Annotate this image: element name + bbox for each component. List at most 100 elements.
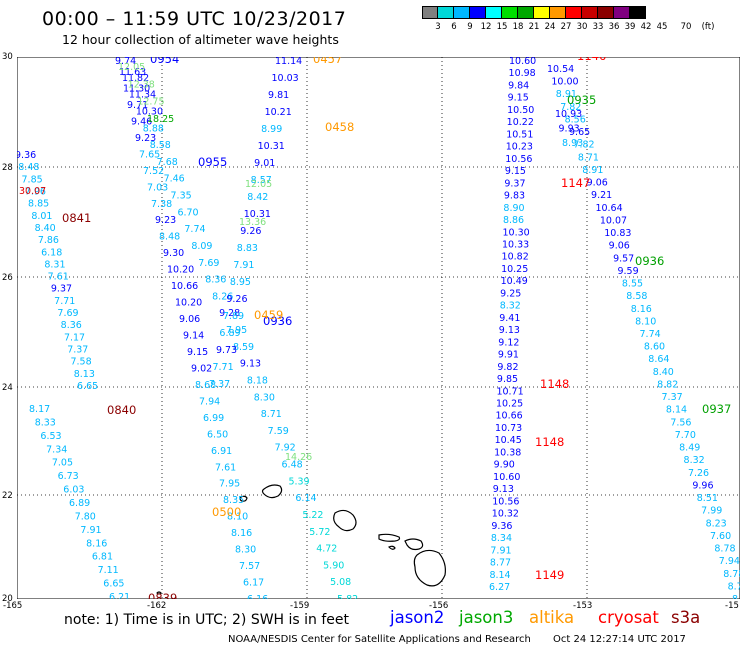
wave-height-value: 10.73 — [495, 423, 522, 434]
wave-height-value: 8.40 — [35, 223, 56, 234]
wave-height-value: 9.15 — [187, 347, 208, 358]
wave-height-value: 7.89 — [223, 311, 244, 322]
pass-time-label: 0841 — [62, 211, 91, 225]
wave-height-value: 10.98 — [509, 68, 536, 79]
wave-height-value: 8.86 — [503, 215, 524, 226]
wave-height-value: 7.17 — [64, 332, 85, 343]
wave-height-value: 5.72 — [309, 527, 330, 538]
island-outline — [156, 591, 162, 595]
wave-height-value: 11.30 — [123, 83, 150, 94]
island-outline — [378, 533, 401, 542]
legend-swatch — [550, 6, 566, 19]
map-canvas: 9.74 11.82 11.34 10.30 8.88 8.58 7.68 7.46 7.35 6… — [17, 57, 740, 599]
longitude-label: -156 — [429, 601, 449, 611]
legend-label: 30 — [576, 22, 588, 32]
altimeter-tracks: 9.74 11.82 11.34 10.30 8.88 8.58 7.68 7.46 7.35 6… — [17, 57, 740, 599]
wave-height-value: 7.65 — [139, 149, 160, 160]
wave-height-value: 8.71 — [578, 152, 599, 163]
legend-label: 3 — [435, 22, 441, 32]
wave-height-value: 6.89 — [219, 328, 240, 339]
island-outline — [261, 484, 283, 499]
wave-height-value: 7.59 — [268, 426, 289, 437]
wave-height-value: 10.51 — [506, 129, 533, 140]
pass-time-label: 0936 — [263, 314, 292, 328]
wave-height-value: 7.52 — [143, 166, 164, 177]
wave-height-value: 7.03 — [147, 182, 168, 193]
wave-height-value: 7.96 — [25, 186, 46, 197]
wave-height-value: 10.93 — [555, 109, 582, 120]
wave-height-value: 9.01 — [254, 158, 275, 169]
island-outline — [333, 509, 357, 532]
wave-height-value: 18.25 — [147, 114, 174, 125]
latitude-label: 26 — [2, 273, 13, 283]
wave-height-value: 7.94 — [199, 396, 220, 407]
pass-time-label: 0937 — [702, 402, 731, 416]
legend-swatch — [534, 6, 550, 19]
longitude-label: -153 — [573, 601, 593, 611]
wave-height-value: 5.39 — [288, 476, 309, 487]
wave-height-value: 10.30 — [136, 106, 163, 117]
wave-height-value: 8.88 — [143, 123, 164, 134]
lat-lon-grid — [17, 57, 740, 599]
wave-height-value: 8.14 — [489, 570, 510, 581]
wave-height-value: 9.06 — [587, 178, 608, 189]
wave-height-value: 10.49 — [501, 276, 528, 287]
wave-height-value: 7.37 — [67, 345, 88, 356]
wave-height-value: 6.70 — [177, 207, 198, 218]
wave-height-value: 7.57 — [239, 561, 260, 572]
pass-time-label: 0954 — [150, 57, 179, 66]
wave-height-value: 9.91 — [498, 350, 519, 361]
pass-time-label: 1148 — [540, 377, 569, 391]
wave-height-value: 9.14 — [183, 331, 204, 342]
wave-height-value: 7.85 — [22, 174, 43, 185]
wave-height-value: 8.30 — [254, 392, 275, 403]
wave-height-value: 6.99 — [203, 413, 224, 424]
wave-height-value: 10.03 — [272, 73, 299, 84]
wave-height-value: 8.09 — [191, 241, 212, 252]
wave-height-value: 6.81 — [92, 552, 113, 563]
wave-height-value: 9.41 — [499, 313, 520, 324]
wave-height-value: 12.75 — [137, 97, 164, 108]
map-frame — [17, 57, 740, 599]
legend-label: 42 — [640, 22, 652, 32]
wave-height-value: 10.66 — [171, 281, 198, 292]
wave-height-value: 7.05 — [52, 458, 73, 469]
wave-height-value: 9.57 — [613, 253, 634, 264]
wave-height-value: 10.60 — [509, 57, 536, 67]
pass-time-label: 0459 — [254, 308, 283, 322]
wave-height-value: 9.02 — [191, 363, 212, 374]
island-outline — [387, 545, 396, 550]
wave-height-value: 8.31 — [44, 259, 65, 270]
wave-height-value: 9.82 — [497, 362, 518, 373]
latitude-label: 30 — [2, 52, 13, 62]
wave-height-value: 10.50 — [507, 105, 534, 116]
pass-time-label: 0936 — [635, 254, 664, 268]
wave-height-value: 8.83 — [237, 243, 258, 254]
wave-height-value: 7.61 — [48, 272, 69, 283]
wave-height-value: 7.91 — [490, 545, 511, 556]
wave-height-value: 10.31 — [258, 141, 285, 152]
legend-swatch — [438, 6, 454, 19]
wave-height-value: 8.77 — [490, 558, 511, 569]
wave-height-value: 7.35 — [171, 191, 192, 202]
wave-height-value: 6.17 — [243, 578, 264, 589]
wave-height-value: 8.56 — [565, 114, 586, 125]
pass-time-label: 0458 — [325, 120, 354, 134]
pass-time-label: 0457 — [313, 57, 342, 66]
wave-height-value: 9.90 — [494, 460, 515, 471]
wave-height-value: 11.82 — [122, 73, 149, 84]
wave-height-value: 7.37 — [209, 379, 230, 390]
units-note: note: 1) Time is in UTC; 2) SWH is in fe… — [64, 612, 350, 628]
wave-height-value: 9.30 — [163, 248, 184, 259]
wave-height-value: 8.32 — [684, 455, 705, 466]
legend-label: 6 — [451, 22, 457, 32]
wave-height-value: 9.85 — [497, 374, 518, 385]
wave-height-value: 6.48 — [282, 460, 303, 471]
wave-height-value: 10.83 — [604, 228, 631, 239]
wave-height-value: 6.03 — [63, 485, 84, 496]
wave-height-value: 10.54 — [547, 64, 574, 75]
wave-height-value: 9.37 — [504, 178, 525, 189]
legend-label: 27 — [560, 22, 572, 32]
wave-height-value: 9.25 — [500, 288, 521, 299]
pass-time-label: 1148 — [535, 435, 564, 449]
